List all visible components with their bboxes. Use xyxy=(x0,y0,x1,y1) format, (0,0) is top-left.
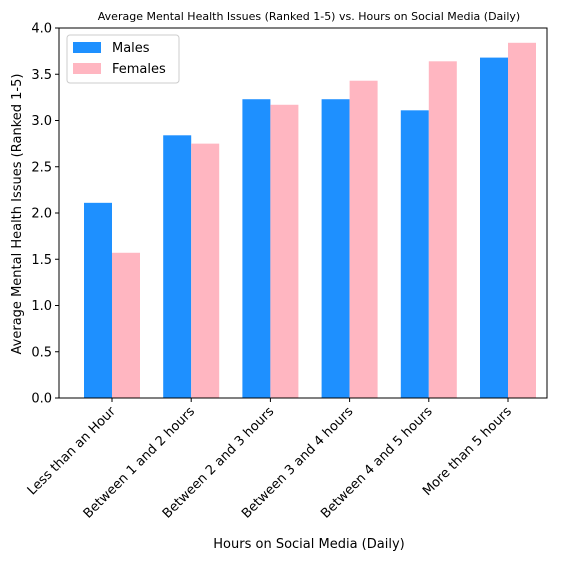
bars-group xyxy=(84,43,536,398)
y-tick-label: 1.0 xyxy=(31,299,52,314)
bar-females-0 xyxy=(112,253,140,398)
y-axis-label: Average Mental Health Issues (Ranked 1-5… xyxy=(10,74,25,355)
y-tick-label: 0.5 xyxy=(31,345,52,360)
legend-label-males: Males xyxy=(112,41,150,56)
y-tick-label: 4.0 xyxy=(31,22,52,37)
bar-males-3 xyxy=(322,99,350,398)
y-tick-label: 0.0 xyxy=(31,392,52,407)
y-tick-label: 3.0 xyxy=(31,114,52,129)
legend-swatch-males xyxy=(73,42,101,53)
legend-label-females: Females xyxy=(112,62,166,77)
legend-swatch-females xyxy=(73,63,101,74)
bar-females-5 xyxy=(508,43,536,398)
x-axis-label: Hours on Social Media (Daily) xyxy=(213,537,404,552)
y-tick-label: 1.5 xyxy=(31,253,52,268)
y-tick-label: 2.5 xyxy=(31,160,52,175)
bar-males-4 xyxy=(401,110,429,398)
chart-title: Average Mental Health Issues (Ranked 1-5… xyxy=(98,10,520,23)
bar-females-4 xyxy=(429,61,457,398)
x-tick-label: More than 5 hours xyxy=(420,404,515,499)
legend: Males Females xyxy=(67,35,179,83)
bar-males-2 xyxy=(242,99,270,398)
bar-males-5 xyxy=(480,58,508,398)
y-tick-label: 3.5 xyxy=(31,68,52,83)
bar-females-2 xyxy=(270,105,298,398)
bar-females-1 xyxy=(191,144,219,398)
y-tick-label: 2.0 xyxy=(31,207,52,222)
x-tick-label: Less than an Hour xyxy=(25,404,120,499)
bar-males-1 xyxy=(163,135,191,398)
bar-females-3 xyxy=(350,81,378,398)
bar-males-0 xyxy=(84,203,112,398)
